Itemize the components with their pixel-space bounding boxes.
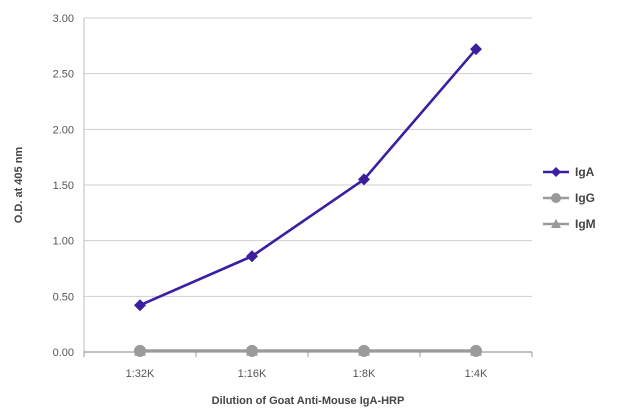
series-igg (134, 344, 482, 357)
y-tick-label: 1.50 (53, 180, 74, 192)
y-tick-label: 2.00 (53, 124, 74, 136)
y-tick-label: 2.50 (53, 69, 74, 81)
legend-marker (551, 193, 561, 203)
series-line (139, 48, 477, 307)
legend-marker (551, 167, 561, 177)
y-tick-label: 0.50 (53, 291, 74, 303)
y-axis-title: O.D. at 405 nm (13, 147, 25, 224)
data-point (246, 250, 258, 263)
y-tick-label: 1.00 (53, 236, 74, 248)
legend-item-igg: IgG (543, 191, 595, 205)
series-iga (134, 43, 482, 312)
y-tick-labels: 0.00 0.50 1.00 1.50 2.00 2.50 3.00 (53, 13, 74, 359)
x-axis-title: Dilution of Goat Anti-Mouse IgA-HRP (212, 395, 405, 407)
y-tick-label: 3.00 (53, 13, 74, 25)
legend-label: IgG (575, 191, 595, 205)
data-point (358, 173, 370, 186)
data-point (358, 344, 370, 357)
legend-marker (551, 219, 561, 228)
legend-label: IgA (575, 165, 595, 179)
gridlines (84, 17, 532, 297)
legend-item-igm: IgM (543, 217, 596, 231)
y-tick-label: 0.00 (53, 347, 74, 359)
legend-label: IgM (575, 217, 596, 231)
x-tick-labels: 1:32K 1:16K 1:8K 1:4K (126, 368, 488, 380)
data-point (246, 344, 258, 357)
x-tick-label: 1:16K (238, 368, 267, 380)
legend: IgA IgG IgM (543, 165, 596, 231)
data-point (134, 299, 146, 312)
data-point (470, 344, 482, 357)
x-tick-label: 1:4K (465, 368, 488, 380)
data-point (134, 344, 146, 357)
x-tick-label: 1:32K (126, 368, 155, 380)
axes (83, 18, 533, 357)
data-point (470, 43, 482, 56)
legend-item-iga: IgA (543, 165, 595, 179)
x-tick-label: 1:8K (353, 368, 376, 380)
series-lines (134, 43, 482, 357)
